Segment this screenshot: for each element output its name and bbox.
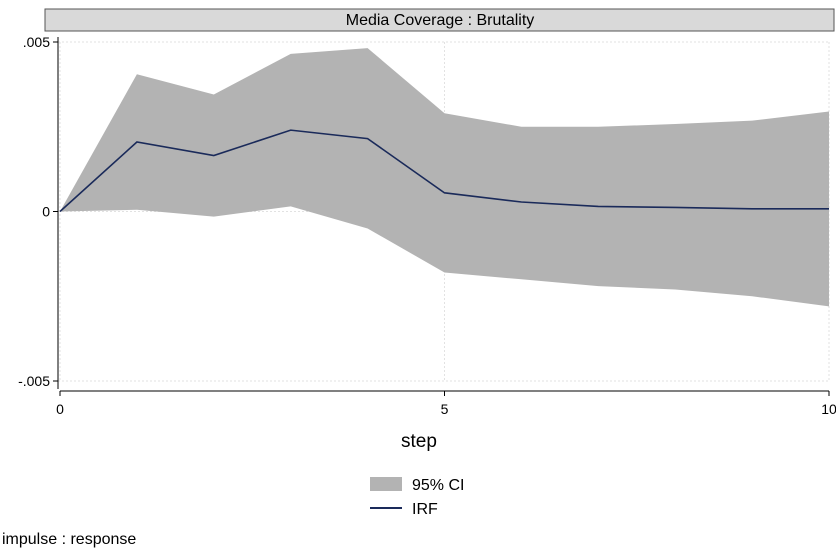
legend-swatch-ci [370,477,402,491]
impulse-response-note: impulse : response [2,531,136,548]
irf-line [59,129,829,213]
legend-label-irf: IRF [412,501,438,518]
y-tick-label: -.005 [18,373,50,389]
axes-layer: .005 0 -.005 0 5 10 [18,34,836,417]
ci-band-layer [60,48,829,307]
x-tick-label: 10 [821,401,836,417]
x-tick-label: 5 [441,401,449,417]
ci-band [60,48,829,307]
panel-title: Media Coverage : Brutality [346,12,535,29]
legend: 95% CI IRF [370,477,464,518]
x-axis-title: step [401,431,437,452]
panel-header-box [44,8,835,32]
x-tick-label: 0 [56,401,64,417]
irf-line-layer [59,129,829,213]
legend-label-ci: 95% CI [412,477,464,494]
y-tick-label: .005 [23,34,50,50]
y-tick-label: 0 [42,204,50,220]
